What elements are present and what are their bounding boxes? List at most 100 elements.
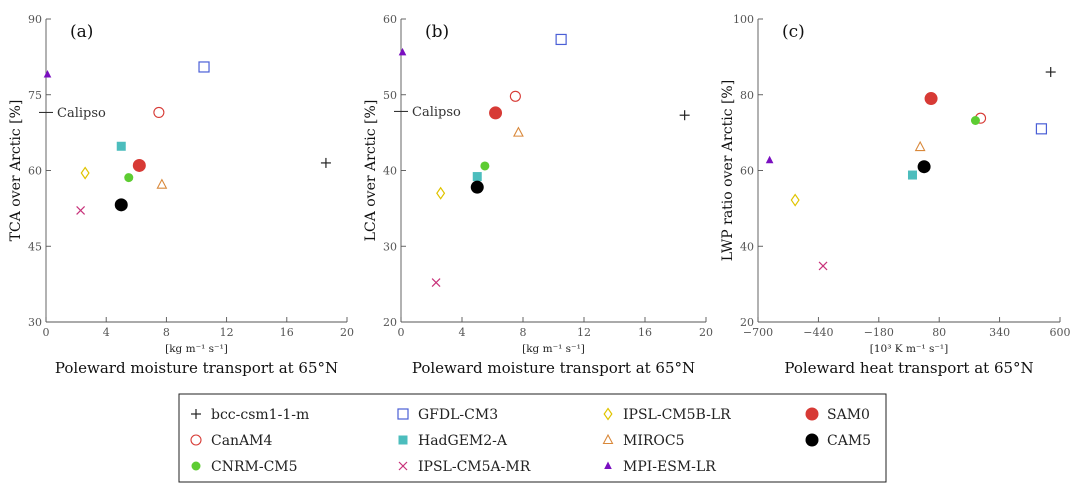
point-cam5	[917, 160, 931, 174]
point-cam5	[114, 198, 128, 212]
legend-label: bcc-csm1-1-m	[211, 407, 309, 423]
point-ipsl-cm5b-lr	[790, 193, 800, 207]
point-sam0	[489, 106, 503, 120]
point-ipsl-cm5b-lr	[436, 186, 446, 200]
y-tick-label: 40	[740, 240, 754, 253]
point-sam0	[132, 158, 146, 172]
x-tick-label: 12	[220, 326, 234, 339]
y-tick-label: 60	[383, 13, 397, 26]
x-tick-label: 12	[577, 326, 591, 339]
legend-item-mpi-esm-lr: MPI-ESM-LR	[604, 459, 716, 475]
legend-item-bcc-csm1-1-m: bcc-csm1-1-m	[191, 407, 309, 423]
x-axis-unit: [kg m⁻¹ s⁻¹]	[165, 343, 228, 355]
cnrm-cm5-marker	[191, 461, 201, 471]
point-ipsl-cm5a-mr	[76, 205, 86, 215]
point-cnrm-cm5	[124, 173, 134, 183]
y-tick-label: 60	[740, 165, 754, 178]
hadgem2-a-marker	[398, 435, 408, 445]
point-cam5	[470, 180, 484, 194]
panel-label: (a)	[70, 22, 93, 42]
point-cnrm-cm5	[970, 116, 980, 126]
legend-label: CanAM4	[211, 433, 273, 449]
y-tick-label: 30	[383, 240, 397, 253]
point-ipsl-cm5a-mr	[431, 278, 441, 288]
point-miroc5	[156, 178, 168, 189]
x-axis-title: Poleward heat transport at 65°N	[784, 359, 1033, 377]
point-hadgem2-a	[472, 172, 482, 182]
sam0-marker	[805, 407, 819, 421]
legend-item-canam4: CanAM4	[190, 433, 273, 449]
y-axis-label: LWP ratio over Arctic [%]	[720, 80, 736, 261]
x-tick-label: 0	[43, 326, 50, 339]
x-tick-label: 4	[459, 326, 466, 339]
x-tick-label: 16	[638, 326, 652, 339]
point-cnrm-cm5	[480, 161, 490, 171]
point-miroc5	[513, 126, 524, 137]
y-axis-label: LCA over Arctic [%]	[363, 100, 379, 242]
ipsl-cm5b-lr-marker	[603, 407, 613, 421]
point-ipsl-cm5b-lr	[80, 166, 90, 180]
y-tick-label: 80	[740, 89, 754, 102]
calipso-reference-label: Calipso	[412, 105, 461, 120]
x-tick-label: 8	[163, 326, 170, 339]
legend-label: MIROC5	[623, 433, 685, 449]
point-mpi-esm-lr	[43, 70, 52, 78]
point-gfdl-cm3	[555, 33, 567, 46]
y-tick-label: 75	[28, 89, 42, 102]
x-axis-title: Poleward moisture transport at 65°N	[412, 359, 695, 377]
legend-label: SAM0	[827, 407, 870, 423]
y-axis-label: TCA over Arctic [%]	[8, 100, 24, 242]
legend-label: HadGEM2-A	[418, 433, 508, 449]
point-mpi-esm-lr	[765, 155, 774, 164]
point-mpi-esm-lr	[398, 47, 407, 56]
x-tick-label: 340	[989, 326, 1010, 339]
x-tick-label: 20	[699, 326, 713, 339]
legend-label: CNRM-CM5	[211, 459, 298, 475]
legend-item-gfdl-cm3: GFDL-CM3	[397, 407, 498, 423]
point-sam0	[924, 92, 938, 106]
y-tick-label: 50	[383, 89, 397, 102]
point-canam4	[153, 106, 165, 118]
miroc5-marker	[602, 433, 614, 445]
point-bcc-csm1-1-m	[320, 157, 331, 168]
legend-label: IPSL-CM5A-MR	[418, 459, 531, 475]
x-axis-unit: [kg m⁻¹ s⁻¹]	[522, 343, 585, 355]
y-tick-label: 20	[740, 316, 754, 329]
x-axis-title: Poleward moisture transport at 65°N	[55, 359, 338, 377]
legend-label: GFDL-CM3	[418, 407, 498, 423]
y-tick-label: 40	[383, 165, 397, 178]
legend: bcc-csm1-1-m GFDL-CM3 IPSL-CM5B-LR SAM0 CanA…	[178, 393, 887, 483]
legend-item-ipsl-cm5a-mr: IPSL-CM5A-MR	[398, 459, 531, 475]
x-axis-unit: [10³ K m⁻¹ s⁻¹]	[870, 343, 948, 355]
point-hadgem2-a	[116, 141, 126, 151]
point-gfdl-cm3	[198, 61, 210, 73]
legend-label: IPSL-CM5B-LR	[623, 407, 731, 423]
legend-item-miroc5: MIROC5	[602, 433, 685, 449]
y-tick-label: 60	[28, 165, 42, 178]
x-tick-label: 20	[340, 326, 354, 339]
legend-box	[178, 393, 887, 483]
legend-label: CAM5	[827, 433, 871, 449]
x-tick-label: 80	[932, 326, 946, 339]
legend-label: MPI-ESM-LR	[623, 459, 716, 475]
point-miroc5	[914, 140, 926, 152]
x-tick-label: 4	[103, 326, 110, 339]
point-ipsl-cm5a-mr	[818, 261, 828, 271]
ipsl-cm5a-mr-marker	[398, 461, 408, 471]
point-canam4	[509, 90, 521, 102]
panel-label: (b)	[425, 22, 449, 42]
mpi-esm-lr-marker	[604, 461, 612, 469]
legend-item-sam0: SAM0	[805, 407, 870, 423]
canam4-marker	[190, 434, 202, 446]
calipso-reference-label: Calipso	[57, 106, 106, 121]
bcc-csm1-1-m-marker	[191, 409, 201, 419]
cam5-marker	[805, 433, 819, 447]
legend-item-hadgem2-a: HadGEM2-A	[398, 433, 508, 449]
legend-item-ipsl-cm5b-lr: IPSL-CM5B-LR	[603, 407, 731, 423]
panel-c: 20 40 60 80 100 −700 −440 −180 80 340 600 (c) LWP ra…	[720, 13, 1071, 377]
x-tick-label: 0	[398, 326, 405, 339]
x-tick-label: −700	[743, 326, 773, 339]
point-gfdl-cm3	[1035, 123, 1048, 135]
y-tick-label: 30	[28, 316, 42, 329]
